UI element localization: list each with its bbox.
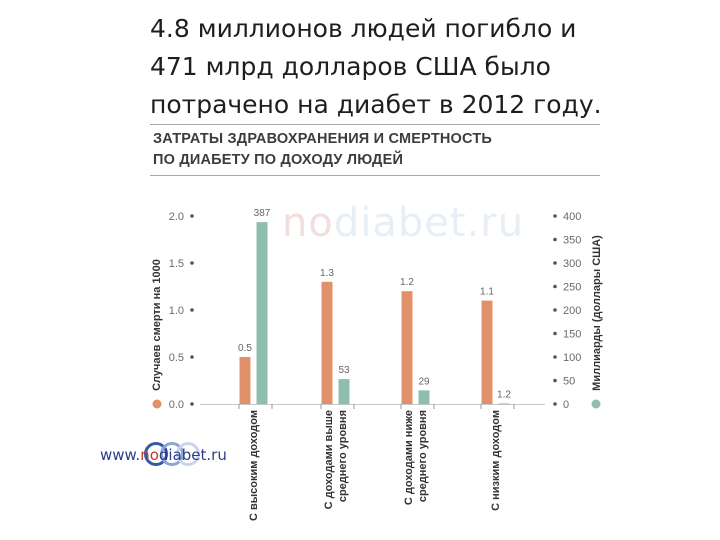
logo-ring-pale-icon xyxy=(176,442,200,466)
right-tick-label: 400 xyxy=(563,211,581,223)
bar-deaths xyxy=(321,281,333,404)
right-tick-dot xyxy=(553,214,557,218)
bar-cost-label: 387 xyxy=(254,208,271,219)
left-tick-dot xyxy=(190,261,194,265)
bar-deaths xyxy=(239,357,251,404)
left-tick-label: 0.0 xyxy=(169,399,184,411)
right-tick-label: 50 xyxy=(563,376,575,388)
right-tick-label: 250 xyxy=(563,282,581,294)
right-tick-label: 200 xyxy=(563,305,581,317)
left-tick-label: 1.5 xyxy=(169,258,184,270)
watermark-prefix: no xyxy=(282,200,334,246)
right-tick-dot xyxy=(553,308,557,312)
bar-deaths-label: 1.1 xyxy=(480,287,494,298)
bar-cost-label: 53 xyxy=(338,365,350,376)
right-tick-dot xyxy=(553,261,557,265)
left-tick-dot xyxy=(190,402,194,406)
right-tick-label: 100 xyxy=(563,352,581,364)
bar-deaths xyxy=(401,291,413,404)
bar-deaths-label: 1.3 xyxy=(320,268,334,279)
title-line-2: 471 млрд долларов США было xyxy=(150,52,551,81)
right-axis-title: Миллиарды (доллары США) xyxy=(591,235,603,391)
chart-heading-line-1: ЗАТРАТЫ ЗДРАВОХРАНЕНИЯ И СМЕРТНОСТЬ xyxy=(153,131,493,147)
right-tick-label: 0 xyxy=(563,399,569,411)
left-tick-dot xyxy=(190,214,194,218)
right-tick-dot xyxy=(553,355,557,359)
title-line-3: потрачено на диабет в 2012 году. xyxy=(150,90,602,119)
category-label: С доходами выше xyxy=(323,410,335,509)
heading-bottom-rule xyxy=(150,175,600,176)
title-line-1: 4.8 миллионов людей погибло и xyxy=(150,14,577,43)
chart-heading: ЗАТРАТЫ ЗДРАВОХРАНЕНИЯ И СМЕРТНОСТЬ ПО Д… xyxy=(153,129,593,171)
right-tick-label: 350 xyxy=(563,235,581,247)
right-tick-dot xyxy=(553,237,557,242)
bar-cost xyxy=(256,222,268,404)
bar-cost xyxy=(498,403,510,405)
footer-url-prefix: www. xyxy=(100,446,141,464)
category-label: С низким доходом xyxy=(490,410,502,511)
left-axis-title: Случаев смерти на 1000 xyxy=(151,259,163,391)
footer-url-no: no xyxy=(140,446,159,464)
bar-deaths xyxy=(481,300,493,404)
right-tick-label: 150 xyxy=(563,329,581,341)
right-tick-dot xyxy=(553,331,557,336)
slide-title: 4.8 миллионов людей погибло и 471 млрд д… xyxy=(150,10,710,124)
right-tick-dot xyxy=(553,402,557,406)
category-label: С доходами ниже xyxy=(403,410,415,505)
bar-cost-label: 29 xyxy=(418,376,430,387)
watermark-logo: nodiabet.ru xyxy=(282,200,524,246)
bar-deaths-label: 1.2 xyxy=(400,277,414,288)
bar-deaths-label: 0.5 xyxy=(238,343,252,354)
bar-cost xyxy=(418,390,430,404)
bar-cost-label: 1.2 xyxy=(497,389,511,400)
footer-url: www.nodiabet.ru xyxy=(100,446,227,464)
category-label: среднего уровня xyxy=(337,410,349,502)
right-tick-dot xyxy=(553,378,557,383)
category-label: среднего уровня xyxy=(417,410,429,502)
heading-top-rule xyxy=(150,124,600,125)
left-axis-legend-dot xyxy=(152,399,162,409)
bar-cost xyxy=(338,379,350,404)
left-tick-dot xyxy=(190,308,194,312)
right-tick-label: 300 xyxy=(563,258,581,270)
watermark-rest: diabet.ru xyxy=(333,200,525,246)
left-tick-label: 0.5 xyxy=(169,352,184,364)
right-axis-legend-dot xyxy=(591,399,601,409)
category-label: С высоким доходом xyxy=(248,410,260,521)
footer-url-rest: diabet.ru xyxy=(158,446,227,464)
left-tick-dot xyxy=(190,355,194,359)
left-tick-label: 2.0 xyxy=(169,211,184,223)
left-tick-label: 1.0 xyxy=(169,305,184,317)
chart-heading-line-2: ПО ДИАБЕТУ ПО ДОХОДУ ЛЮДЕЙ xyxy=(153,152,404,168)
right-tick-dot xyxy=(553,284,557,289)
